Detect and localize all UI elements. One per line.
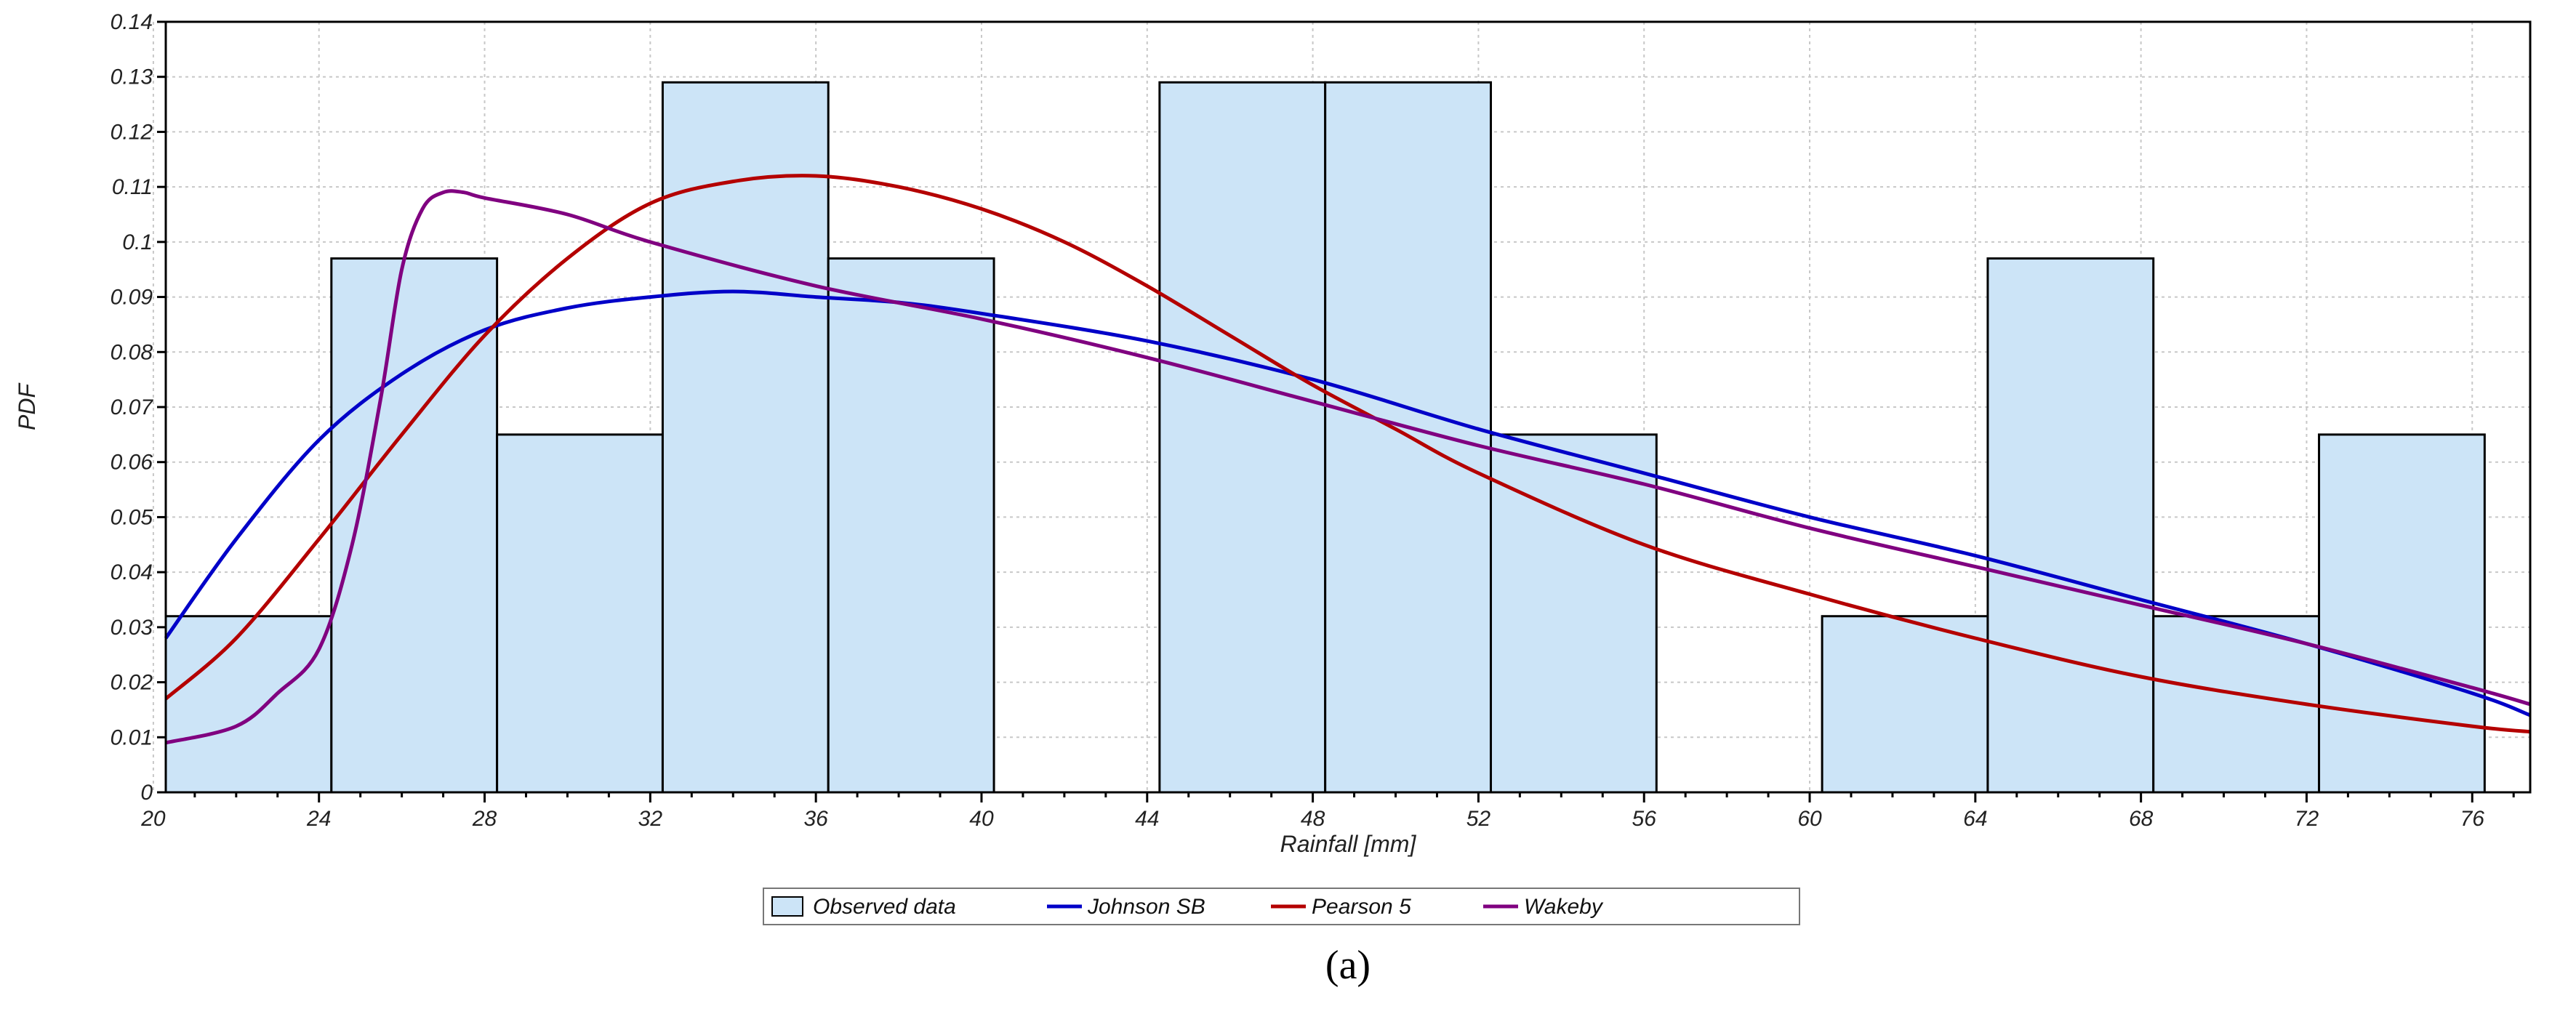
histogram-bar [1158, 81, 1327, 794]
histogram-bar [330, 257, 499, 794]
x-tick-label: 20 [140, 807, 166, 831]
histogram-bar [827, 257, 995, 794]
y-tick-label: 0.1 [122, 230, 153, 254]
y-tick-label: 0.02 [111, 671, 153, 695]
x-tick-label: 44 [1135, 807, 1159, 831]
curve-wakeby [165, 189, 2531, 745]
histogram-bar [1821, 615, 1989, 794]
x-tick-label: 56 [1632, 807, 1657, 831]
legend-swatch-observed [771, 896, 803, 917]
histogram-bar [164, 615, 333, 794]
histogram-bar [2318, 433, 2486, 794]
x-axis-title: Rainfall [mm] [1280, 831, 1417, 857]
x-tick-label: 40 [969, 807, 994, 831]
curve-johnson-sb [164, 289, 2531, 717]
histogram-bar [1489, 433, 1658, 794]
x-tick-label: 60 [1797, 807, 1822, 831]
histogram-bars [164, 81, 2486, 794]
x-tick-label: 24 [306, 807, 331, 831]
legend-label: Pearson 5 [1312, 895, 1411, 919]
histogram-bar [496, 433, 664, 794]
y-axis-title: PDF [14, 382, 40, 430]
figure-caption: (a) [1325, 943, 1371, 988]
fitted-curves [164, 174, 2531, 745]
x-axis-ticks: 20 24 28 32 36 40 44 48 52 56 60 64 68 72 76 [140, 792, 2515, 831]
legend-label: Observed data [813, 895, 956, 919]
histogram-bar [661, 81, 830, 794]
y-tick-label: 0 [140, 781, 153, 805]
y-tick-label: 0.13 [111, 65, 153, 89]
x-tick-label: 64 [1963, 807, 1987, 831]
x-tick-label: 28 [472, 807, 497, 831]
y-tick-label: 0.05 [111, 505, 153, 529]
y-tick-label: 0.03 [111, 616, 153, 640]
x-tick-label: 52 [1466, 807, 1491, 831]
y-tick-label: 0.07 [111, 395, 154, 419]
y-tick-label: 0.14 [111, 10, 153, 34]
x-tick-label: 36 [803, 807, 828, 831]
y-tick-label: 0.06 [111, 451, 153, 475]
x-tick-label: 68 [2129, 807, 2154, 831]
y-axis-ticks: 0 0.01 0.02 0.03 0.04 0.05 0.06 0.07 0.08 0.09 0.1… [111, 10, 166, 805]
y-tick-label: 0.11 [112, 175, 153, 199]
y-tick-label: 0.01 [111, 725, 153, 749]
y-tick-label: 0.08 [111, 340, 153, 364]
legend: Observed data Johnson SB Pearson 5 Wakeby [763, 888, 1800, 925]
y-tick-label: 0.12 [111, 120, 153, 144]
legend-label: Johnson SB [1087, 895, 1205, 919]
x-tick-label: 76 [2460, 807, 2485, 831]
y-tick-label: 0.09 [111, 286, 153, 310]
legend-label: Wakeby [1524, 895, 1604, 919]
histogram-bar [2152, 615, 2321, 794]
curve-pearson-5 [164, 174, 2531, 734]
x-tick-label: 32 [638, 807, 663, 831]
x-tick-label: 72 [2295, 807, 2319, 831]
x-tick-label: 48 [1301, 807, 1325, 831]
y-tick-label: 0.04 [111, 560, 153, 584]
histogram-bar [1986, 257, 2155, 794]
